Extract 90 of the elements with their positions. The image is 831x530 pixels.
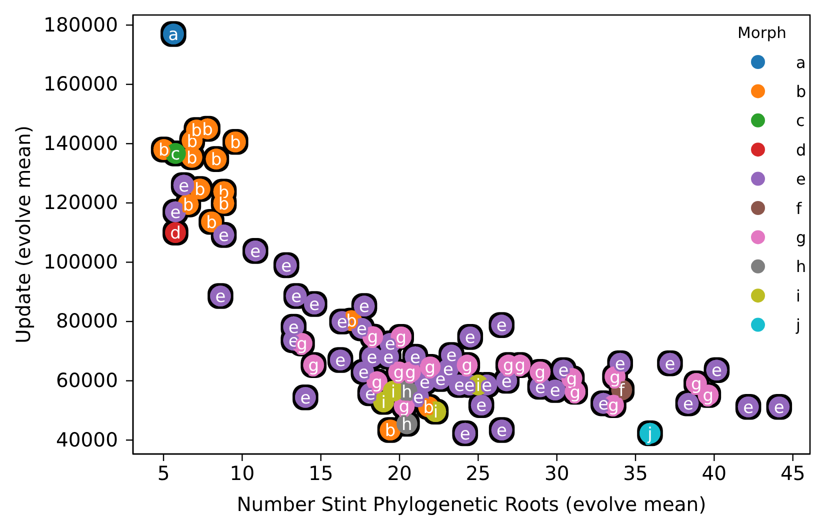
text: e (743, 398, 754, 418)
text: e (300, 388, 311, 409)
text: b (423, 398, 434, 418)
text: b (210, 150, 222, 170)
text: e (682, 394, 694, 414)
text: e (281, 256, 292, 276)
text: e (476, 396, 487, 416)
text: e (446, 346, 457, 366)
text: e (550, 381, 560, 402)
text: e (496, 421, 508, 442)
text: d (170, 224, 181, 244)
legend-label: a (796, 52, 806, 72)
x-tick-label: 25 (466, 462, 491, 485)
legend-label: i (796, 286, 800, 306)
y-tick-label: 140000 (44, 132, 118, 155)
text: e (460, 424, 470, 444)
text: e (711, 361, 722, 382)
text: g (296, 334, 308, 355)
y-tick-label: 180000 (44, 13, 118, 36)
text: e (356, 319, 367, 340)
x-axis-title: Number Stint Phylogenetic Roots (evolve mean) (236, 493, 706, 516)
legend-label: d (796, 140, 806, 160)
text: i (476, 376, 481, 396)
text: g (396, 328, 406, 348)
text: e (215, 287, 226, 308)
text: e (366, 348, 378, 368)
legend-label: e (796, 170, 806, 189)
x-tick-label: 5 (157, 462, 170, 485)
text: b (230, 132, 241, 153)
y-tick-label: 80000 (56, 310, 118, 333)
text: b (202, 120, 213, 140)
text: e (218, 226, 230, 246)
text: g (308, 356, 320, 376)
text: g (367, 328, 378, 348)
text: e (384, 334, 396, 355)
legend-label: h (796, 257, 806, 276)
text: g (691, 374, 702, 395)
legend-label: j (795, 316, 800, 335)
legend-label: c (796, 111, 805, 130)
legend-title: Morph (738, 24, 786, 42)
text: b (384, 421, 396, 442)
text: e (454, 376, 465, 396)
x-tick-label: 20 (387, 462, 412, 485)
text: j (648, 424, 652, 444)
x-tick-label: 15 (308, 462, 334, 485)
text: e (359, 297, 370, 318)
x-tick-label: 30 (544, 462, 570, 485)
x-tick-label: 10 (230, 462, 255, 485)
y-tick-label: 100000 (44, 250, 118, 274)
text: i (433, 402, 438, 423)
x-tick-label: 45 (780, 462, 806, 485)
y-axis-title: Update (evolve mean) (12, 126, 35, 344)
y-tick-label: 60000 (56, 369, 118, 392)
text: e (170, 202, 181, 223)
text: g (393, 363, 404, 384)
legend-label: f (796, 198, 802, 218)
text: i (381, 392, 386, 413)
x-tick-label: 40 (702, 462, 727, 485)
text: e (358, 363, 369, 384)
text: e (336, 312, 348, 333)
y-tick-label: 120000 (44, 191, 118, 214)
text: e (598, 394, 609, 414)
text: i (390, 382, 396, 402)
text: e (178, 176, 190, 196)
text: f (618, 381, 625, 402)
y-tick-label: 160000 (44, 72, 118, 96)
legend-label: g (796, 228, 806, 247)
text: g (702, 386, 714, 406)
text: c (170, 144, 180, 165)
text: e (291, 287, 302, 308)
text: b (182, 196, 194, 216)
text: b (206, 213, 217, 234)
text: e (335, 351, 346, 372)
text: g (462, 356, 473, 376)
text: e (250, 242, 261, 262)
text: b (194, 180, 206, 200)
text: g (514, 356, 526, 376)
legend-label: b (796, 82, 806, 101)
x-tick-label: 35 (623, 462, 648, 485)
text: a (168, 25, 179, 46)
text: e (496, 316, 507, 336)
text: e (464, 328, 476, 348)
text: b (186, 148, 198, 168)
text: e (774, 398, 784, 418)
text: g (608, 396, 619, 416)
text: h (402, 414, 412, 435)
y-tick-label: 40000 (56, 428, 118, 452)
text: e (614, 354, 626, 374)
text: e (664, 354, 676, 374)
text: e (309, 295, 320, 316)
